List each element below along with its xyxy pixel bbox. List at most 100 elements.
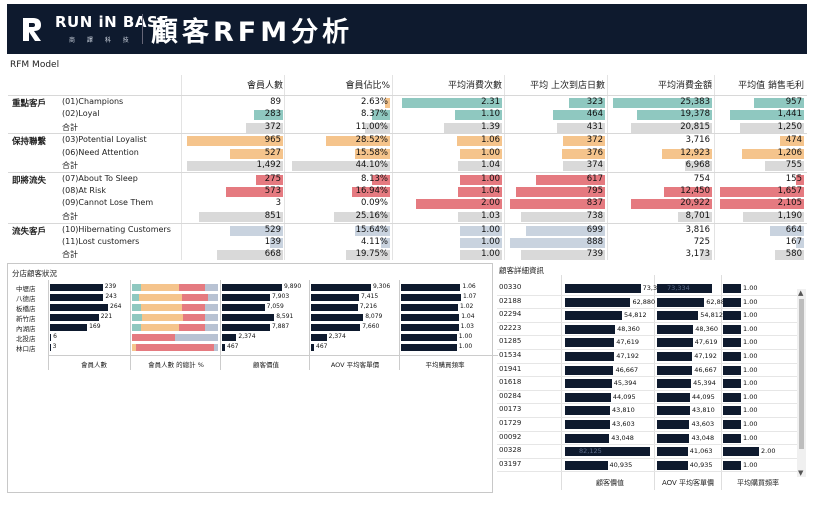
customer-aov-label: 43,810 xyxy=(692,406,715,415)
segment-name: (11)Lost customers xyxy=(62,236,140,246)
scroll-down-icon[interactable]: ▼ xyxy=(798,469,804,477)
branch-bar-cell: 1.04 xyxy=(401,313,489,321)
customer-aov-bar xyxy=(657,379,692,389)
branch-bar xyxy=(50,334,52,341)
share-segment xyxy=(182,314,206,321)
customer-frequency-bar xyxy=(723,447,759,457)
branch-bar-cell: 7,903 xyxy=(222,293,310,301)
metric-cell: 1,250 xyxy=(716,122,804,133)
metric-bar xyxy=(568,98,605,108)
detail-row-divider xyxy=(497,444,797,446)
branch-bar xyxy=(222,304,265,311)
branch-bar-value: 243 xyxy=(105,293,117,300)
metric-cell: 1.00 xyxy=(394,225,502,236)
detail-panel: 顧客詳細資訊 ▲ ▼ 00330 73,334 73,334 1.00 02188 62,… xyxy=(497,263,809,493)
chart-column-divider xyxy=(48,280,49,370)
metric-bar xyxy=(254,110,283,121)
customer-id: 00328 xyxy=(499,446,522,455)
customer-frequency-bar xyxy=(723,284,741,293)
share-segment xyxy=(207,294,218,301)
branch-bar xyxy=(311,314,364,321)
branch-bar-value: 9,306 xyxy=(373,283,391,290)
metric-cell: 283 xyxy=(183,109,283,121)
branch-bar-value: 2,374 xyxy=(328,333,346,340)
share-segment xyxy=(181,304,206,311)
metric-cell: 527 xyxy=(183,148,283,159)
metric-value: 573 xyxy=(264,186,281,197)
metric-value: 668 xyxy=(264,249,281,260)
branch-bar-cell: 221 xyxy=(50,313,136,321)
detail-column-divider xyxy=(654,275,655,490)
segment-name: (01)Champions xyxy=(62,97,124,106)
metric-bar xyxy=(187,161,283,171)
branch-chart-footer: AOV 平均客單價 xyxy=(330,361,380,369)
detail-scrollbar[interactable]: ▲ ▼ xyxy=(797,289,806,477)
metric-cell: 1,206 xyxy=(716,148,804,159)
metric-value: 374 xyxy=(586,160,603,170)
metric-cell: 8.13% xyxy=(286,173,390,185)
branch-panel-title: 分店顧客狀況 xyxy=(12,269,57,278)
customer-frequency-bar xyxy=(723,365,741,375)
metric-bar xyxy=(334,211,390,222)
customer-value-bar xyxy=(565,297,631,307)
customer-value-bar xyxy=(565,352,615,361)
metric-value: 376 xyxy=(586,147,603,158)
customer-aov-bar xyxy=(657,352,693,361)
metric-cell: 888 xyxy=(506,237,605,248)
metric-value: 283 xyxy=(264,109,281,120)
metric-bar xyxy=(526,225,605,236)
metric-cell: 1,657 xyxy=(716,186,804,198)
customer-id: 02294 xyxy=(499,310,522,319)
model-label: RFM Model xyxy=(10,60,60,70)
customer-value-bar xyxy=(565,420,611,429)
scroll-thumb[interactable] xyxy=(799,299,804,449)
metric-bar xyxy=(663,187,712,198)
detail-row-divider xyxy=(497,335,797,337)
metric-bar xyxy=(685,161,712,171)
metric-cell: 1.10 xyxy=(394,109,502,121)
detail-column-divider xyxy=(721,275,722,490)
branch-bar-value: 467 xyxy=(316,343,328,350)
branch-bar xyxy=(311,294,359,301)
column-divider xyxy=(607,75,608,260)
metric-value: 19,378 xyxy=(680,109,710,120)
metric-cell: 20,815 xyxy=(609,122,712,133)
metric-cell: 739 xyxy=(506,249,605,261)
share-segment xyxy=(140,284,180,291)
customer-value-bar xyxy=(565,324,616,334)
metric-cell: 725 xyxy=(609,237,712,248)
detail-row-divider xyxy=(497,430,797,432)
metric-bar xyxy=(216,250,283,261)
metric-cell: 795 xyxy=(506,186,605,198)
branch-bar-cell: 239 xyxy=(50,283,136,291)
scroll-up-icon[interactable]: ▲ xyxy=(798,289,804,297)
metric-value: 3,816 xyxy=(685,224,710,235)
metric-bar xyxy=(730,110,804,121)
segment-name: 合計 xyxy=(62,211,78,221)
metric-bar xyxy=(226,187,283,198)
metric-value: 3,173 xyxy=(685,249,710,260)
customer-frequency-bar xyxy=(723,392,741,402)
metric-value: 1,492 xyxy=(256,160,281,170)
branch-share-stack xyxy=(132,284,218,291)
metric-value: 0.09% xyxy=(360,198,388,209)
metric-bar xyxy=(381,237,390,248)
metric-value: 8.13% xyxy=(360,173,388,184)
customer-frequency-label: 1.00 xyxy=(743,324,758,333)
branch-bar-cell: 1.00 xyxy=(401,343,489,351)
branch-label: 林口店 xyxy=(16,345,36,353)
branch-chart-footer: 會員人數 的總計 % xyxy=(148,361,204,369)
branch-bar-cell: 7,660 xyxy=(311,323,399,331)
customer-aov-label: 54,812 xyxy=(700,311,723,320)
metric-bar xyxy=(187,136,283,147)
metric-cell: 1.04 xyxy=(394,186,502,198)
customer-value-bar xyxy=(565,284,641,293)
group-divider xyxy=(8,95,807,96)
metric-value: 11.00% xyxy=(355,121,388,132)
branch-bar xyxy=(401,294,461,301)
detail-column-footer: AOV 平均客單價 xyxy=(661,479,715,487)
branch-bar xyxy=(222,344,225,351)
metric-cell: 12,450 xyxy=(609,186,712,198)
metric-value: 1,190 xyxy=(777,210,802,221)
metric-bar xyxy=(230,148,283,159)
